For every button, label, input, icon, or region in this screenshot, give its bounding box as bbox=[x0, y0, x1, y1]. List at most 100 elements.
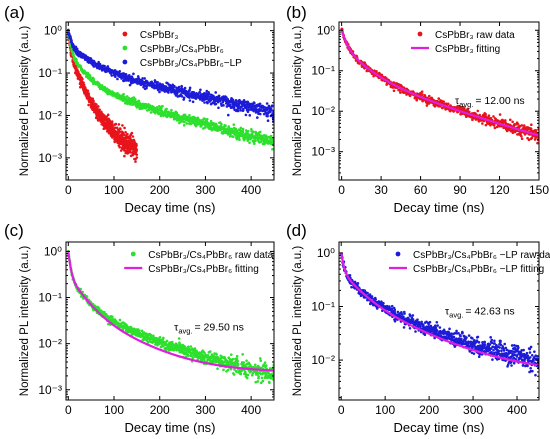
data-point bbox=[514, 123, 518, 126]
data-point bbox=[147, 335, 150, 339]
data-point bbox=[178, 341, 181, 344]
series-raw-points bbox=[66, 28, 274, 151]
data-point bbox=[208, 92, 211, 96]
data-point bbox=[119, 127, 122, 131]
data-point bbox=[114, 75, 117, 79]
y-tick-label: 10⁰ bbox=[44, 244, 62, 258]
data-point bbox=[420, 90, 424, 93]
data-point bbox=[81, 77, 84, 81]
data-point bbox=[246, 110, 250, 114]
data-point bbox=[141, 77, 144, 80]
data-point bbox=[235, 357, 239, 361]
data-point bbox=[425, 104, 429, 107]
x-tick-label: 400 bbox=[241, 183, 261, 197]
data-point bbox=[158, 90, 161, 94]
data-point bbox=[198, 91, 202, 94]
data-point bbox=[85, 295, 89, 298]
data-point bbox=[152, 334, 155, 338]
data-point bbox=[508, 118, 512, 122]
legend-label: CsPbBr₃ raw data bbox=[435, 30, 515, 41]
data-point bbox=[135, 148, 138, 151]
data-point bbox=[253, 101, 256, 105]
data-point bbox=[110, 120, 114, 123]
data-point bbox=[399, 91, 402, 94]
data-point bbox=[402, 326, 406, 329]
data-point bbox=[263, 361, 267, 365]
data-point bbox=[520, 134, 523, 138]
data-point bbox=[261, 136, 265, 139]
data-point bbox=[188, 99, 192, 102]
data-point bbox=[270, 108, 273, 112]
data-point bbox=[133, 97, 137, 101]
data-point bbox=[498, 113, 502, 116]
data-point bbox=[253, 363, 257, 367]
data-point bbox=[191, 356, 195, 360]
data-point bbox=[162, 336, 165, 340]
data-point bbox=[458, 106, 462, 109]
y-tick-label: 10⁻² bbox=[38, 108, 62, 122]
data-point bbox=[270, 104, 274, 108]
data-point bbox=[190, 354, 194, 358]
data-point bbox=[388, 305, 391, 308]
data-point bbox=[145, 84, 149, 88]
data-point bbox=[122, 92, 125, 96]
data-point bbox=[103, 310, 106, 314]
data-point bbox=[209, 119, 213, 123]
data-point bbox=[348, 273, 352, 277]
y-tick-label: 10⁰ bbox=[44, 24, 62, 38]
data-point bbox=[258, 112, 262, 116]
data-point bbox=[138, 329, 141, 332]
x-tick-label: 300 bbox=[195, 183, 215, 197]
data-point bbox=[487, 114, 491, 117]
data-point bbox=[482, 119, 486, 123]
data-point bbox=[260, 376, 264, 380]
data-point bbox=[216, 367, 219, 370]
data-point bbox=[157, 105, 161, 108]
legend-label: CsPbBr₃/Cs₄PbBr₆ fitting bbox=[148, 264, 259, 275]
data-point bbox=[170, 108, 173, 112]
data-point bbox=[226, 368, 230, 372]
data-point bbox=[97, 105, 100, 108]
data-point bbox=[235, 137, 239, 141]
data-point bbox=[201, 353, 205, 357]
data-point bbox=[118, 69, 122, 73]
data-point bbox=[246, 100, 250, 104]
data-point bbox=[103, 64, 106, 68]
data-point bbox=[446, 102, 450, 106]
data-point bbox=[246, 129, 250, 133]
data-point bbox=[249, 369, 253, 373]
data-point bbox=[258, 357, 262, 360]
legend-point-swatch bbox=[122, 31, 128, 37]
data-point bbox=[375, 307, 379, 310]
data-point bbox=[250, 128, 253, 131]
data-point bbox=[233, 368, 236, 371]
data-point bbox=[372, 74, 375, 78]
data-point bbox=[150, 80, 154, 84]
data-point bbox=[400, 313, 404, 316]
y-tick-label: 10⁻¹ bbox=[38, 291, 62, 305]
panel-label: (b) bbox=[286, 3, 307, 22]
data-point bbox=[252, 366, 256, 369]
data-point bbox=[511, 120, 514, 124]
data-point bbox=[228, 135, 232, 138]
data-point bbox=[356, 281, 360, 285]
data-point bbox=[220, 122, 223, 126]
data-point bbox=[235, 370, 238, 373]
data-point bbox=[257, 375, 260, 378]
legend-label: CsPbBr₃ bbox=[140, 30, 179, 41]
data-point bbox=[248, 141, 251, 145]
data-point bbox=[165, 339, 169, 343]
legend-label: CsPbBr₃/Cs₄PbBr₆ bbox=[140, 44, 224, 55]
legend-label: CsPbBr₃ fitting bbox=[435, 44, 500, 55]
data-point bbox=[178, 350, 182, 354]
legend-point-swatch bbox=[122, 45, 128, 51]
data-point bbox=[208, 350, 212, 353]
plot-frame bbox=[65, 241, 275, 401]
legend-point-swatch bbox=[130, 251, 136, 257]
data-point bbox=[155, 106, 159, 109]
data-point bbox=[199, 119, 202, 123]
data-point bbox=[511, 131, 515, 135]
data-point bbox=[242, 361, 246, 364]
